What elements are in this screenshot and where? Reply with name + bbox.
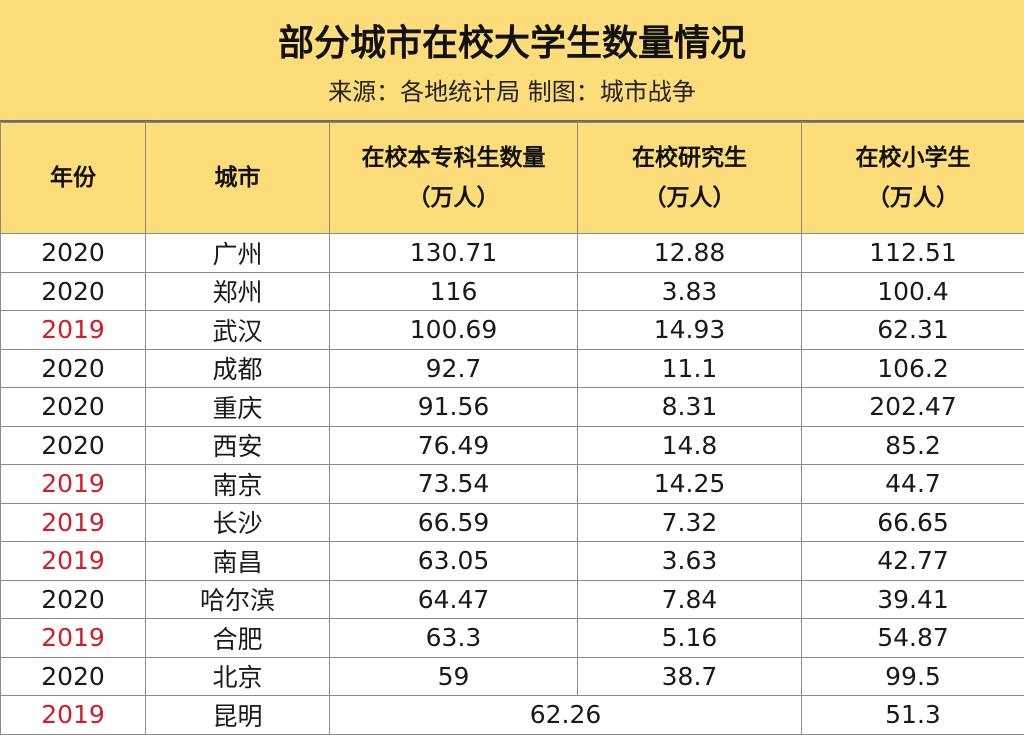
cell-city: 昆明 [146,696,330,735]
table-row: 2019 合肥 63.3 5.16 54.87 [1,619,1024,658]
cell-year: 2020 [1,657,146,696]
cell-year: 2019 [1,696,146,735]
cell-primary: 85.2 [802,426,1024,465]
cell-city: 郑州 [146,272,330,311]
cell-city: 西安 [146,426,330,465]
cell-year: 2019 [1,503,146,542]
cell-undergrad: 63.05 [330,542,578,581]
cell-primary: 106.2 [802,349,1024,388]
cell-primary: 99.5 [802,657,1024,696]
table-row: 2019 南京 73.54 14.25 44.7 [1,465,1024,504]
cell-undergrad: 64.47 [330,580,578,619]
cell-undergrad: 63.3 [330,619,578,658]
cell-primary: 42.77 [802,542,1024,581]
cell-grad: 38.7 [578,657,802,696]
cell-undergrad: 100.69 [330,311,578,350]
table-row: 2020 成都 92.7 11.1 106.2 [1,349,1024,388]
cell-grad: 5.16 [578,619,802,658]
cell-grad: 8.31 [578,388,802,427]
cell-undergrad: 73.54 [330,465,578,504]
cell-undergrad: 116 [330,272,578,311]
cell-year: 2019 [1,619,146,658]
col-header-undergrad-unit: （万人） [330,178,577,218]
col-header-primary-unit: （万人） [802,178,1024,218]
table-row: 2020 哈尔滨 64.47 7.84 39.41 [1,580,1024,619]
cell-undergrad: 59 [330,657,578,696]
header-row: 年份 城市 在校本专科生数量 （万人） 在校研究生 （万人） 在校小学生 （万人… [1,123,1024,234]
cell-year: 2020 [1,349,146,388]
cell-city: 合肥 [146,619,330,658]
cell-grad: 3.83 [578,272,802,311]
cell-year: 2020 [1,426,146,465]
cell-grad: 12.88 [578,234,802,273]
table-row: 2020 西安 76.49 14.8 85.2 [1,426,1024,465]
col-header-year: 年份 [1,123,146,234]
col-header-undergrad-title: 在校本专科生数量 [330,138,577,178]
table-row: 2020 郑州 116 3.83 100.4 [1,272,1024,311]
cell-primary: 44.7 [802,465,1024,504]
col-header-primary: 在校小学生 （万人） [802,123,1024,234]
cell-year: 2020 [1,580,146,619]
cell-grad: 7.32 [578,503,802,542]
cell-primary: 62.31 [802,311,1024,350]
col-header-grad: 在校研究生 （万人） [578,123,802,234]
cell-primary: 202.47 [802,388,1024,427]
cell-city: 重庆 [146,388,330,427]
source-subtitle: 来源：各地统计局 制图：城市战争 [0,72,1024,107]
col-header-grad-title: 在校研究生 [578,138,801,178]
cell-grad: 3.63 [578,542,802,581]
cell-city: 南京 [146,465,330,504]
cell-city: 武汉 [146,311,330,350]
cell-city: 哈尔滨 [146,580,330,619]
col-header-primary-title: 在校小学生 [802,138,1024,178]
cell-city: 北京 [146,657,330,696]
col-header-grad-unit: （万人） [578,178,801,218]
cell-grad: 14.93 [578,311,802,350]
cell-merged-value: 62.26 [330,696,802,735]
title-band: 部分城市在校大学生数量情况 来源：各地统计局 制图：城市战争 [0,0,1024,122]
cell-city: 成都 [146,349,330,388]
cell-undergrad: 130.71 [330,234,578,273]
cell-year: 2020 [1,272,146,311]
cell-primary: 54.87 [802,619,1024,658]
cell-city: 广州 [146,234,330,273]
cell-grad: 14.25 [578,465,802,504]
table-row: 2019 长沙 66.59 7.32 66.65 [1,503,1024,542]
cell-primary: 100.4 [802,272,1024,311]
cell-city: 长沙 [146,503,330,542]
cell-grad: 11.1 [578,349,802,388]
col-header-undergrad: 在校本专科生数量 （万人） [330,123,578,234]
table-row: 2020 广州 130.71 12.88 112.51 [1,234,1024,273]
cell-primary: 51.3 [802,696,1024,735]
cell-year: 2019 [1,311,146,350]
cell-year: 2019 [1,465,146,504]
cell-year: 2019 [1,542,146,581]
cell-city: 南昌 [146,542,330,581]
table-row: 2020 北京 59 38.7 99.5 [1,657,1024,696]
cell-grad: 7.84 [578,580,802,619]
table-row: 2019 南昌 63.05 3.63 42.77 [1,542,1024,581]
table-row-last: 2019 昆明 62.26 51.3 [1,696,1024,735]
page-title: 部分城市在校大学生数量情况 [0,14,1024,66]
table-row: 2020 重庆 91.56 8.31 202.47 [1,388,1024,427]
cell-year: 2020 [1,388,146,427]
cell-primary: 66.65 [802,503,1024,542]
cell-undergrad: 76.49 [330,426,578,465]
cell-year: 2020 [1,234,146,273]
student-table: 年份 城市 在校本专科生数量 （万人） 在校研究生 （万人） 在校小学生 （万人… [0,122,1024,735]
table-row: 2019 武汉 100.69 14.93 62.31 [1,311,1024,350]
cell-undergrad: 66.59 [330,503,578,542]
cell-undergrad: 92.7 [330,349,578,388]
cell-grad: 14.8 [578,426,802,465]
cell-primary: 39.41 [802,580,1024,619]
cell-undergrad: 91.56 [330,388,578,427]
cell-primary: 112.51 [802,234,1024,273]
col-header-city: 城市 [146,123,330,234]
